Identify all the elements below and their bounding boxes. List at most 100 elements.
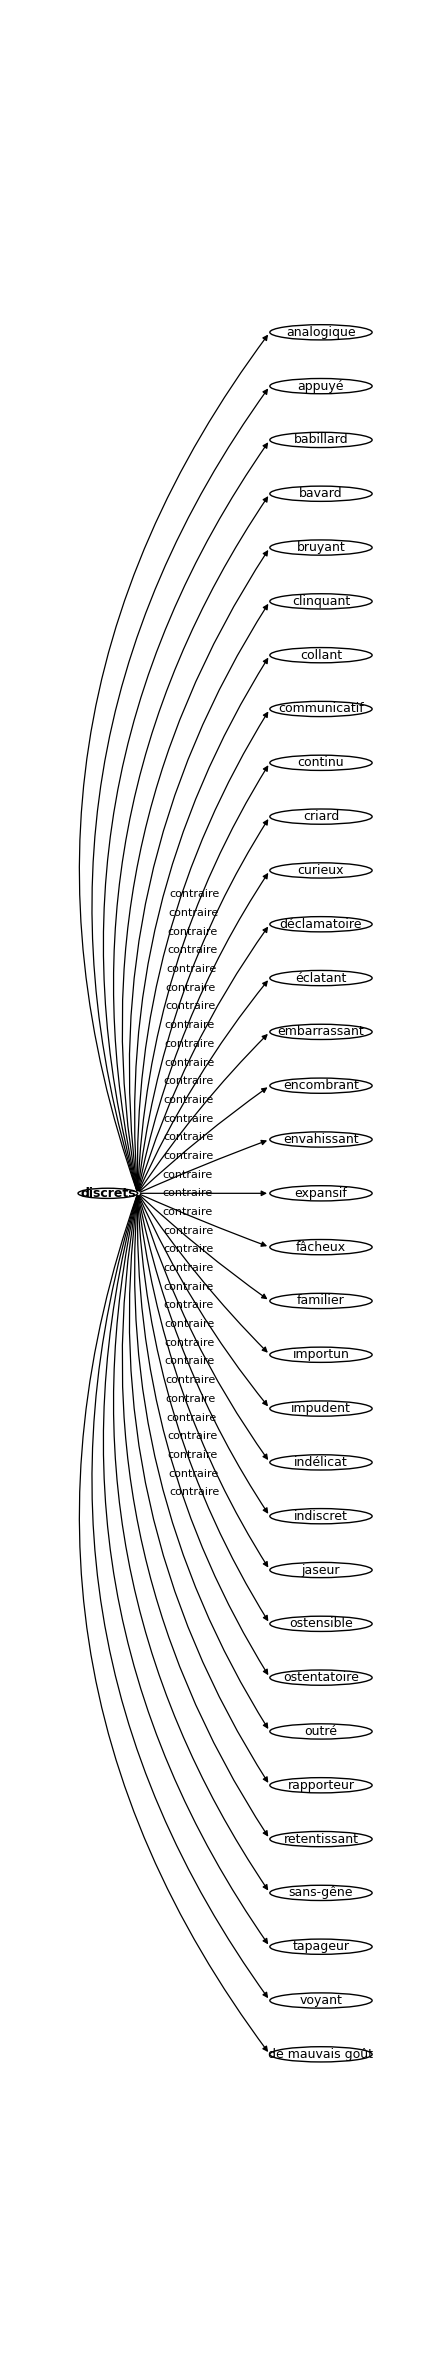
Ellipse shape	[270, 378, 372, 395]
Text: contraire: contraire	[163, 1245, 213, 1255]
FancyArrowPatch shape	[139, 981, 267, 1191]
FancyArrowPatch shape	[79, 1196, 268, 2051]
Ellipse shape	[270, 862, 372, 879]
Text: contraire: contraire	[164, 1075, 214, 1087]
Ellipse shape	[270, 1562, 372, 1578]
Ellipse shape	[270, 1241, 372, 1255]
Text: appuyé: appuyé	[298, 380, 344, 392]
Ellipse shape	[270, 1132, 372, 1146]
Text: bruyant: bruyant	[297, 541, 345, 553]
Ellipse shape	[270, 1293, 372, 1309]
Text: discrets: discrets	[80, 1186, 136, 1200]
Text: outré: outré	[304, 1725, 337, 1737]
Text: contraire: contraire	[169, 907, 219, 917]
Text: jaseur: jaseur	[302, 1564, 340, 1576]
Text: retentissant: retentissant	[283, 1834, 359, 1846]
FancyArrowPatch shape	[103, 1196, 268, 1942]
Text: contraire: contraire	[168, 926, 218, 936]
Text: encombrant: encombrant	[283, 1080, 359, 1092]
Text: clinquant: clinquant	[292, 595, 350, 607]
Text: contraire: contraire	[163, 1170, 213, 1179]
Text: contraire: contraire	[164, 1059, 214, 1068]
Ellipse shape	[270, 808, 372, 825]
Ellipse shape	[270, 1777, 372, 1794]
Ellipse shape	[270, 1401, 372, 1415]
Text: contraire: contraire	[163, 1113, 213, 1122]
FancyArrowPatch shape	[114, 496, 268, 1191]
Text: contraire: contraire	[167, 945, 217, 955]
Text: contraire: contraire	[163, 1151, 213, 1160]
FancyArrowPatch shape	[138, 1196, 268, 1512]
Ellipse shape	[270, 1616, 372, 1630]
Ellipse shape	[270, 1023, 372, 1040]
Text: rapporteur: rapporteur	[287, 1779, 355, 1791]
Text: contraire: contraire	[165, 1040, 215, 1049]
Ellipse shape	[270, 539, 372, 555]
Text: indélicat: indélicat	[294, 1456, 348, 1470]
Text: contraire: contraire	[163, 1207, 213, 1217]
FancyArrowPatch shape	[138, 820, 268, 1191]
FancyArrowPatch shape	[140, 1087, 267, 1191]
FancyArrowPatch shape	[135, 1196, 268, 1727]
Ellipse shape	[78, 1189, 138, 1198]
Text: contraire: contraire	[163, 1094, 214, 1106]
FancyArrowPatch shape	[92, 1196, 268, 1997]
FancyArrowPatch shape	[139, 929, 268, 1191]
Text: continu: continu	[298, 756, 344, 770]
Ellipse shape	[270, 1886, 372, 1900]
Ellipse shape	[270, 1831, 372, 1848]
FancyArrowPatch shape	[140, 1141, 266, 1193]
Ellipse shape	[270, 1725, 372, 1739]
Text: tapageur: tapageur	[293, 1940, 349, 1954]
FancyArrowPatch shape	[139, 1035, 267, 1191]
Ellipse shape	[270, 2046, 372, 2063]
Text: contraire: contraire	[163, 1132, 213, 1141]
Ellipse shape	[270, 917, 372, 931]
Text: contraire: contraire	[165, 1337, 215, 1347]
Ellipse shape	[270, 1992, 372, 2009]
Text: contraire: contraire	[165, 1356, 215, 1366]
FancyArrowPatch shape	[138, 1196, 268, 1567]
FancyArrowPatch shape	[114, 1196, 268, 1890]
FancyArrowPatch shape	[138, 766, 268, 1191]
Text: contraire: contraire	[166, 1413, 216, 1423]
Text: indiscret: indiscret	[294, 1510, 348, 1522]
Text: voyant: voyant	[300, 1994, 342, 2006]
Text: contraire: contraire	[163, 1226, 213, 1236]
Text: analogique: analogique	[286, 326, 356, 338]
FancyArrowPatch shape	[140, 1191, 266, 1196]
Text: contraire: contraire	[163, 1189, 213, 1198]
FancyArrowPatch shape	[138, 874, 268, 1191]
FancyArrowPatch shape	[122, 1196, 268, 1836]
FancyArrowPatch shape	[103, 444, 268, 1191]
FancyArrowPatch shape	[122, 551, 268, 1191]
Ellipse shape	[270, 593, 372, 610]
Ellipse shape	[270, 487, 372, 501]
Ellipse shape	[270, 1508, 372, 1524]
Ellipse shape	[270, 324, 372, 340]
Text: de mauvais goût: de mauvais goût	[268, 2049, 374, 2061]
FancyArrowPatch shape	[135, 659, 268, 1191]
Text: communicatif: communicatif	[278, 702, 364, 716]
Ellipse shape	[270, 1186, 372, 1200]
Ellipse shape	[270, 702, 372, 716]
Ellipse shape	[270, 971, 372, 985]
Text: expansif: expansif	[294, 1186, 348, 1200]
Ellipse shape	[270, 756, 372, 770]
Text: contraire: contraire	[165, 1375, 216, 1385]
Ellipse shape	[270, 1671, 372, 1685]
Ellipse shape	[270, 1078, 372, 1094]
Text: contraire: contraire	[166, 1394, 216, 1404]
Text: familier: familier	[297, 1295, 345, 1307]
FancyArrowPatch shape	[79, 336, 268, 1191]
Text: contraire: contraire	[167, 1432, 217, 1441]
FancyArrowPatch shape	[140, 1193, 266, 1245]
FancyArrowPatch shape	[140, 1196, 267, 1300]
Text: ostensible: ostensible	[289, 1616, 353, 1630]
FancyArrowPatch shape	[138, 1196, 268, 1621]
Text: contraire: contraire	[166, 983, 216, 992]
Text: contraire: contraire	[168, 1451, 218, 1460]
Text: contraire: contraire	[163, 1281, 214, 1293]
Text: fâcheux: fâcheux	[296, 1241, 346, 1255]
Ellipse shape	[270, 647, 372, 662]
